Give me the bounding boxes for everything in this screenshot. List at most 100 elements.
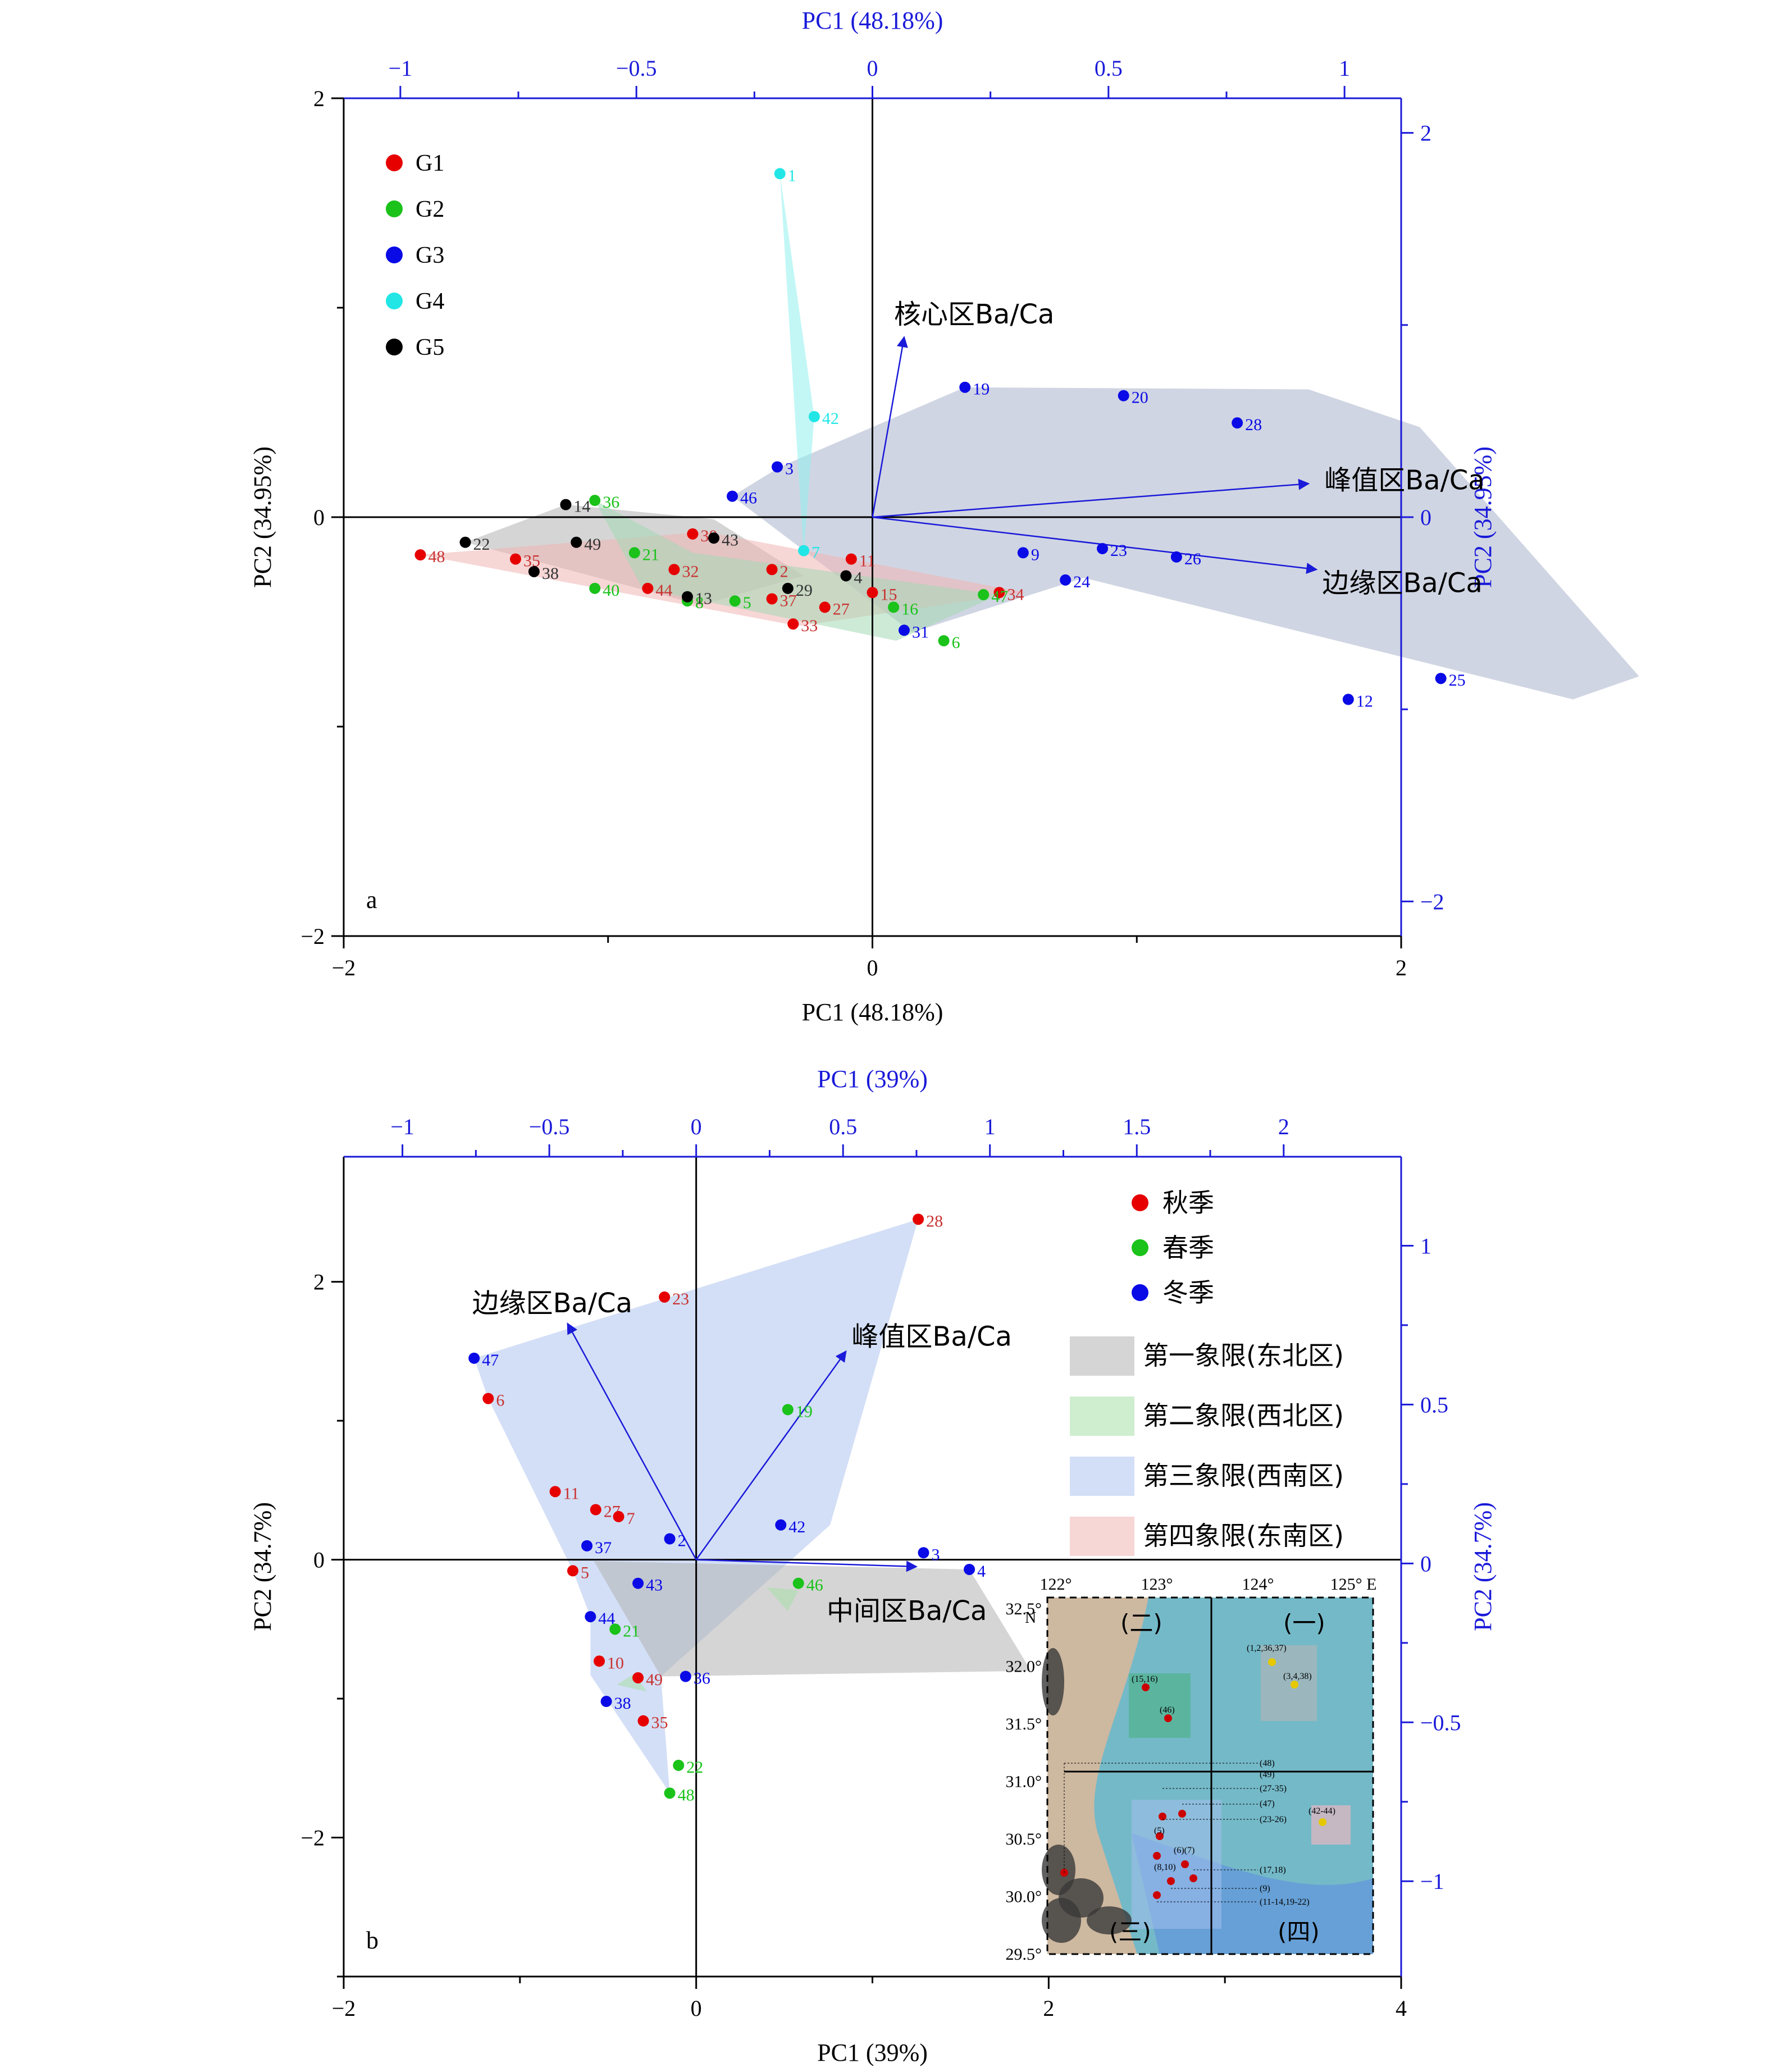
inset-site-label: (48) — [1260, 1759, 1275, 1768]
point-label: 28 — [1245, 416, 1262, 434]
data-point — [681, 591, 693, 603]
point-label: 22 — [686, 1758, 703, 1777]
inset-site-dot — [1268, 1658, 1276, 1666]
legend-marker — [1132, 1194, 1148, 1211]
point-label: 32 — [682, 562, 699, 581]
x-tick-label: 0 — [691, 1996, 702, 2021]
data-point — [913, 1213, 924, 1225]
data-point — [808, 410, 820, 422]
point-label: 21 — [642, 545, 659, 564]
inset-quadrant-label: (三) — [1109, 1918, 1151, 1946]
point-label: 26 — [1184, 550, 1201, 568]
point-label: 11 — [563, 1484, 580, 1503]
legend-label: G4 — [416, 289, 444, 314]
inset-site-dot — [1167, 1877, 1175, 1885]
legend-label: 冬季 — [1162, 1277, 1214, 1308]
point-label: 44 — [655, 581, 672, 600]
top-tick-label: 0.5 — [1095, 56, 1123, 81]
point-label: 31 — [912, 623, 929, 641]
data-point — [509, 553, 521, 565]
region-legend-label: 第四象限(东南区) — [1143, 1521, 1344, 1551]
inset-site-label: (11-14,19-22) — [1260, 1897, 1310, 1907]
right-tick-label: −0.5 — [1420, 1710, 1461, 1735]
point-label: 5 — [581, 1563, 589, 1582]
inset-lon-label: 124° — [1242, 1575, 1274, 1594]
point-label: 46 — [740, 489, 757, 508]
point-label: 16 — [901, 600, 918, 618]
data-point — [918, 1547, 929, 1559]
x-tick-label: 2 — [1043, 1996, 1054, 2021]
data-point — [594, 1655, 605, 1667]
data-point — [775, 1519, 787, 1531]
right-axis-title: PC2 (34.7%) — [1469, 1502, 1497, 1631]
data-point — [792, 1577, 804, 1589]
data-point — [1060, 574, 1072, 586]
data-point — [978, 589, 990, 601]
point-label: 12 — [1356, 692, 1373, 711]
right-tick-label: 0 — [1420, 1551, 1431, 1576]
data-point — [867, 587, 878, 599]
x-tick-label: 0 — [867, 955, 878, 980]
point-label: 37 — [595, 1539, 612, 1557]
data-point — [560, 499, 572, 510]
data-point — [938, 635, 950, 647]
inset-site-dot — [1153, 1852, 1161, 1860]
right-tick-label: −1 — [1420, 1869, 1444, 1894]
group-hull-1 — [779, 174, 814, 555]
inset-region-se — [1311, 1805, 1351, 1845]
inset-site-label: (6)(7) — [1174, 1846, 1194, 1855]
data-point — [609, 1623, 621, 1635]
panel-a-chart: −2 0 2 −2 0 2 −1 −0.5 0 0.5 1 −2 0 2 PC1 (48.18%) PC1 (… — [249, 7, 1639, 1026]
point-label: 24 — [1073, 573, 1090, 591]
top-tick-label: 1.5 — [1123, 1114, 1151, 1139]
data-point — [959, 381, 971, 393]
point-label: 10 — [607, 1654, 624, 1672]
loading-arrow — [872, 336, 908, 518]
data-point — [459, 536, 471, 548]
region-legend-label: 第三象限(西南区) — [1143, 1461, 1344, 1491]
group-hull-3 — [617, 1673, 647, 1692]
loading-arrow — [567, 1322, 697, 1560]
point-label: 3 — [932, 1545, 940, 1564]
point-label: 33 — [801, 617, 818, 635]
point-label: 48 — [428, 547, 445, 566]
loading-arrow — [696, 1559, 918, 1572]
point-label: 38 — [614, 1694, 631, 1713]
data-point — [798, 545, 810, 556]
data-point — [664, 1787, 676, 1799]
data-point — [668, 564, 680, 576]
point-label: 8 — [695, 594, 704, 612]
legend-marker — [386, 247, 403, 263]
data-point — [787, 618, 799, 630]
point-label: 40 — [603, 581, 619, 600]
top-tick-label: 0 — [867, 56, 878, 81]
data-point — [581, 1540, 593, 1551]
legend-marker — [386, 154, 403, 171]
group-hull-0 — [732, 387, 1639, 700]
region-legend-swatch — [1070, 1396, 1134, 1436]
inset-island — [1042, 1648, 1064, 1715]
data-point — [782, 582, 794, 594]
legend-marker — [386, 293, 403, 309]
point-label: 7 — [811, 544, 820, 562]
data-point — [589, 495, 601, 506]
data-point — [708, 532, 720, 544]
inset-map: (一) (二) (三) (四) (1,2,36,37) (3,4,38) (15,16) (4… — [1006, 1575, 1377, 1964]
inset-lon-label: 123° — [1141, 1575, 1173, 1594]
data-point — [637, 1715, 649, 1727]
panel-label: a — [366, 886, 377, 914]
data-point — [482, 1393, 494, 1404]
y-tick-label: −2 — [300, 924, 325, 949]
data-point — [642, 582, 654, 594]
data-point — [632, 1672, 644, 1683]
inset-site-label: (23-26) — [1260, 1815, 1287, 1824]
top-tick-label: 0.5 — [829, 1114, 857, 1139]
y-tick-label: 2 — [313, 1270, 325, 1295]
data-point — [819, 601, 831, 613]
inset-region-ne — [1261, 1645, 1317, 1721]
inset-site-dot — [1156, 1832, 1164, 1840]
data-point — [766, 593, 778, 605]
x-tick-label: −2 — [332, 955, 356, 980]
x-axis-title: PC1 (48.18%) — [802, 998, 943, 1026]
